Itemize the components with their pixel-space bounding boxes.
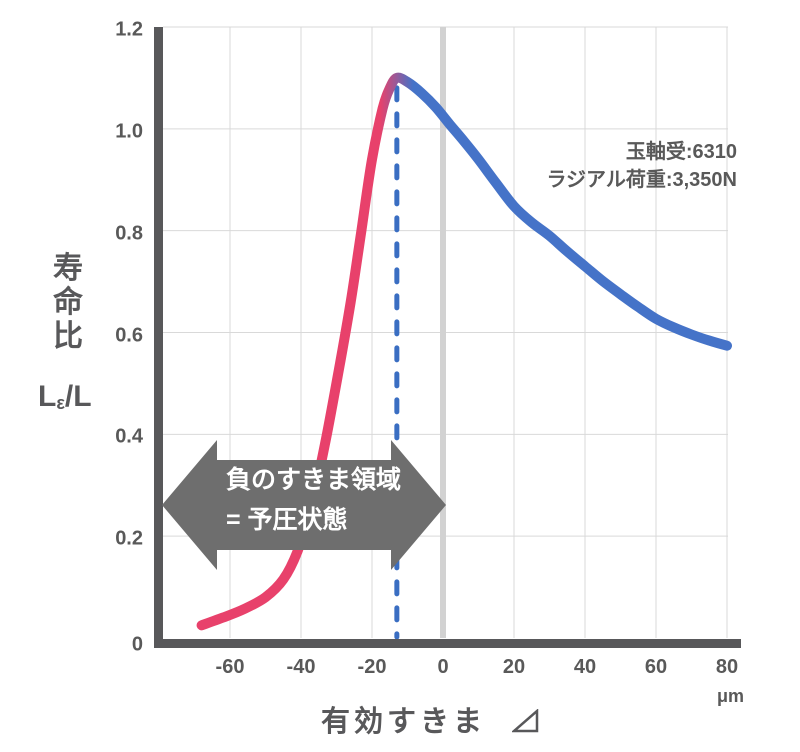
x-tick-label: 20 <box>502 656 526 678</box>
y-tick-label: 1.2 <box>115 18 143 41</box>
y-tick-label: 0.8 <box>115 222 143 245</box>
x-tick-label: 0 <box>437 656 449 678</box>
x-axis-title: 有効すきま <box>270 698 590 741</box>
radial-load-line: ラジアル荷重:3,350N <box>546 169 737 191</box>
y-tick-label: 0.2 <box>115 527 143 550</box>
preload-label-line2: = 予圧状態 <box>226 506 348 534</box>
y-axis-formula-label: Lε/L <box>38 380 92 414</box>
bearing-type-line: 玉軸受:6310 <box>625 141 737 163</box>
y-axis-line <box>154 27 163 648</box>
x-tick-label: 40 <box>573 656 597 678</box>
preload-region-arrow: 負のすきま領域 = 予圧状態 <box>162 440 446 570</box>
x-tick-label: 80 <box>715 656 739 678</box>
x-axis-unit-label: μm <box>716 686 744 706</box>
formula-rest: /L <box>64 380 92 413</box>
x-tick-label: -60 <box>215 656 245 678</box>
formula-subscript: ε <box>56 392 65 413</box>
preload-label-line1: 負のすきま領域 <box>226 466 402 494</box>
y-tick-label: 1.0 <box>115 120 143 143</box>
y-tick-label: 0.4 <box>115 425 143 448</box>
formula-main: L <box>38 380 57 413</box>
x-axis-title-text: 有効すきま <box>320 706 486 738</box>
y-tick-label: 0 <box>131 633 143 656</box>
x-axis-line <box>154 639 741 648</box>
preload-region-label: 負のすきま領域 = 予圧状態 <box>226 460 401 540</box>
y-tick-label: 0.6 <box>115 324 143 346</box>
x-tick-label: 60 <box>644 656 668 678</box>
x-tick-label: -40 <box>286 656 316 678</box>
x-tick-label: -20 <box>357 656 387 678</box>
clearance-delta-icon <box>510 708 539 741</box>
y-axis-title: 寿命比 <box>53 252 83 353</box>
bearing-info-annotation: 玉軸受:6310 負のすきま領域 ラジアル荷重:3,350N <box>546 138 737 194</box>
